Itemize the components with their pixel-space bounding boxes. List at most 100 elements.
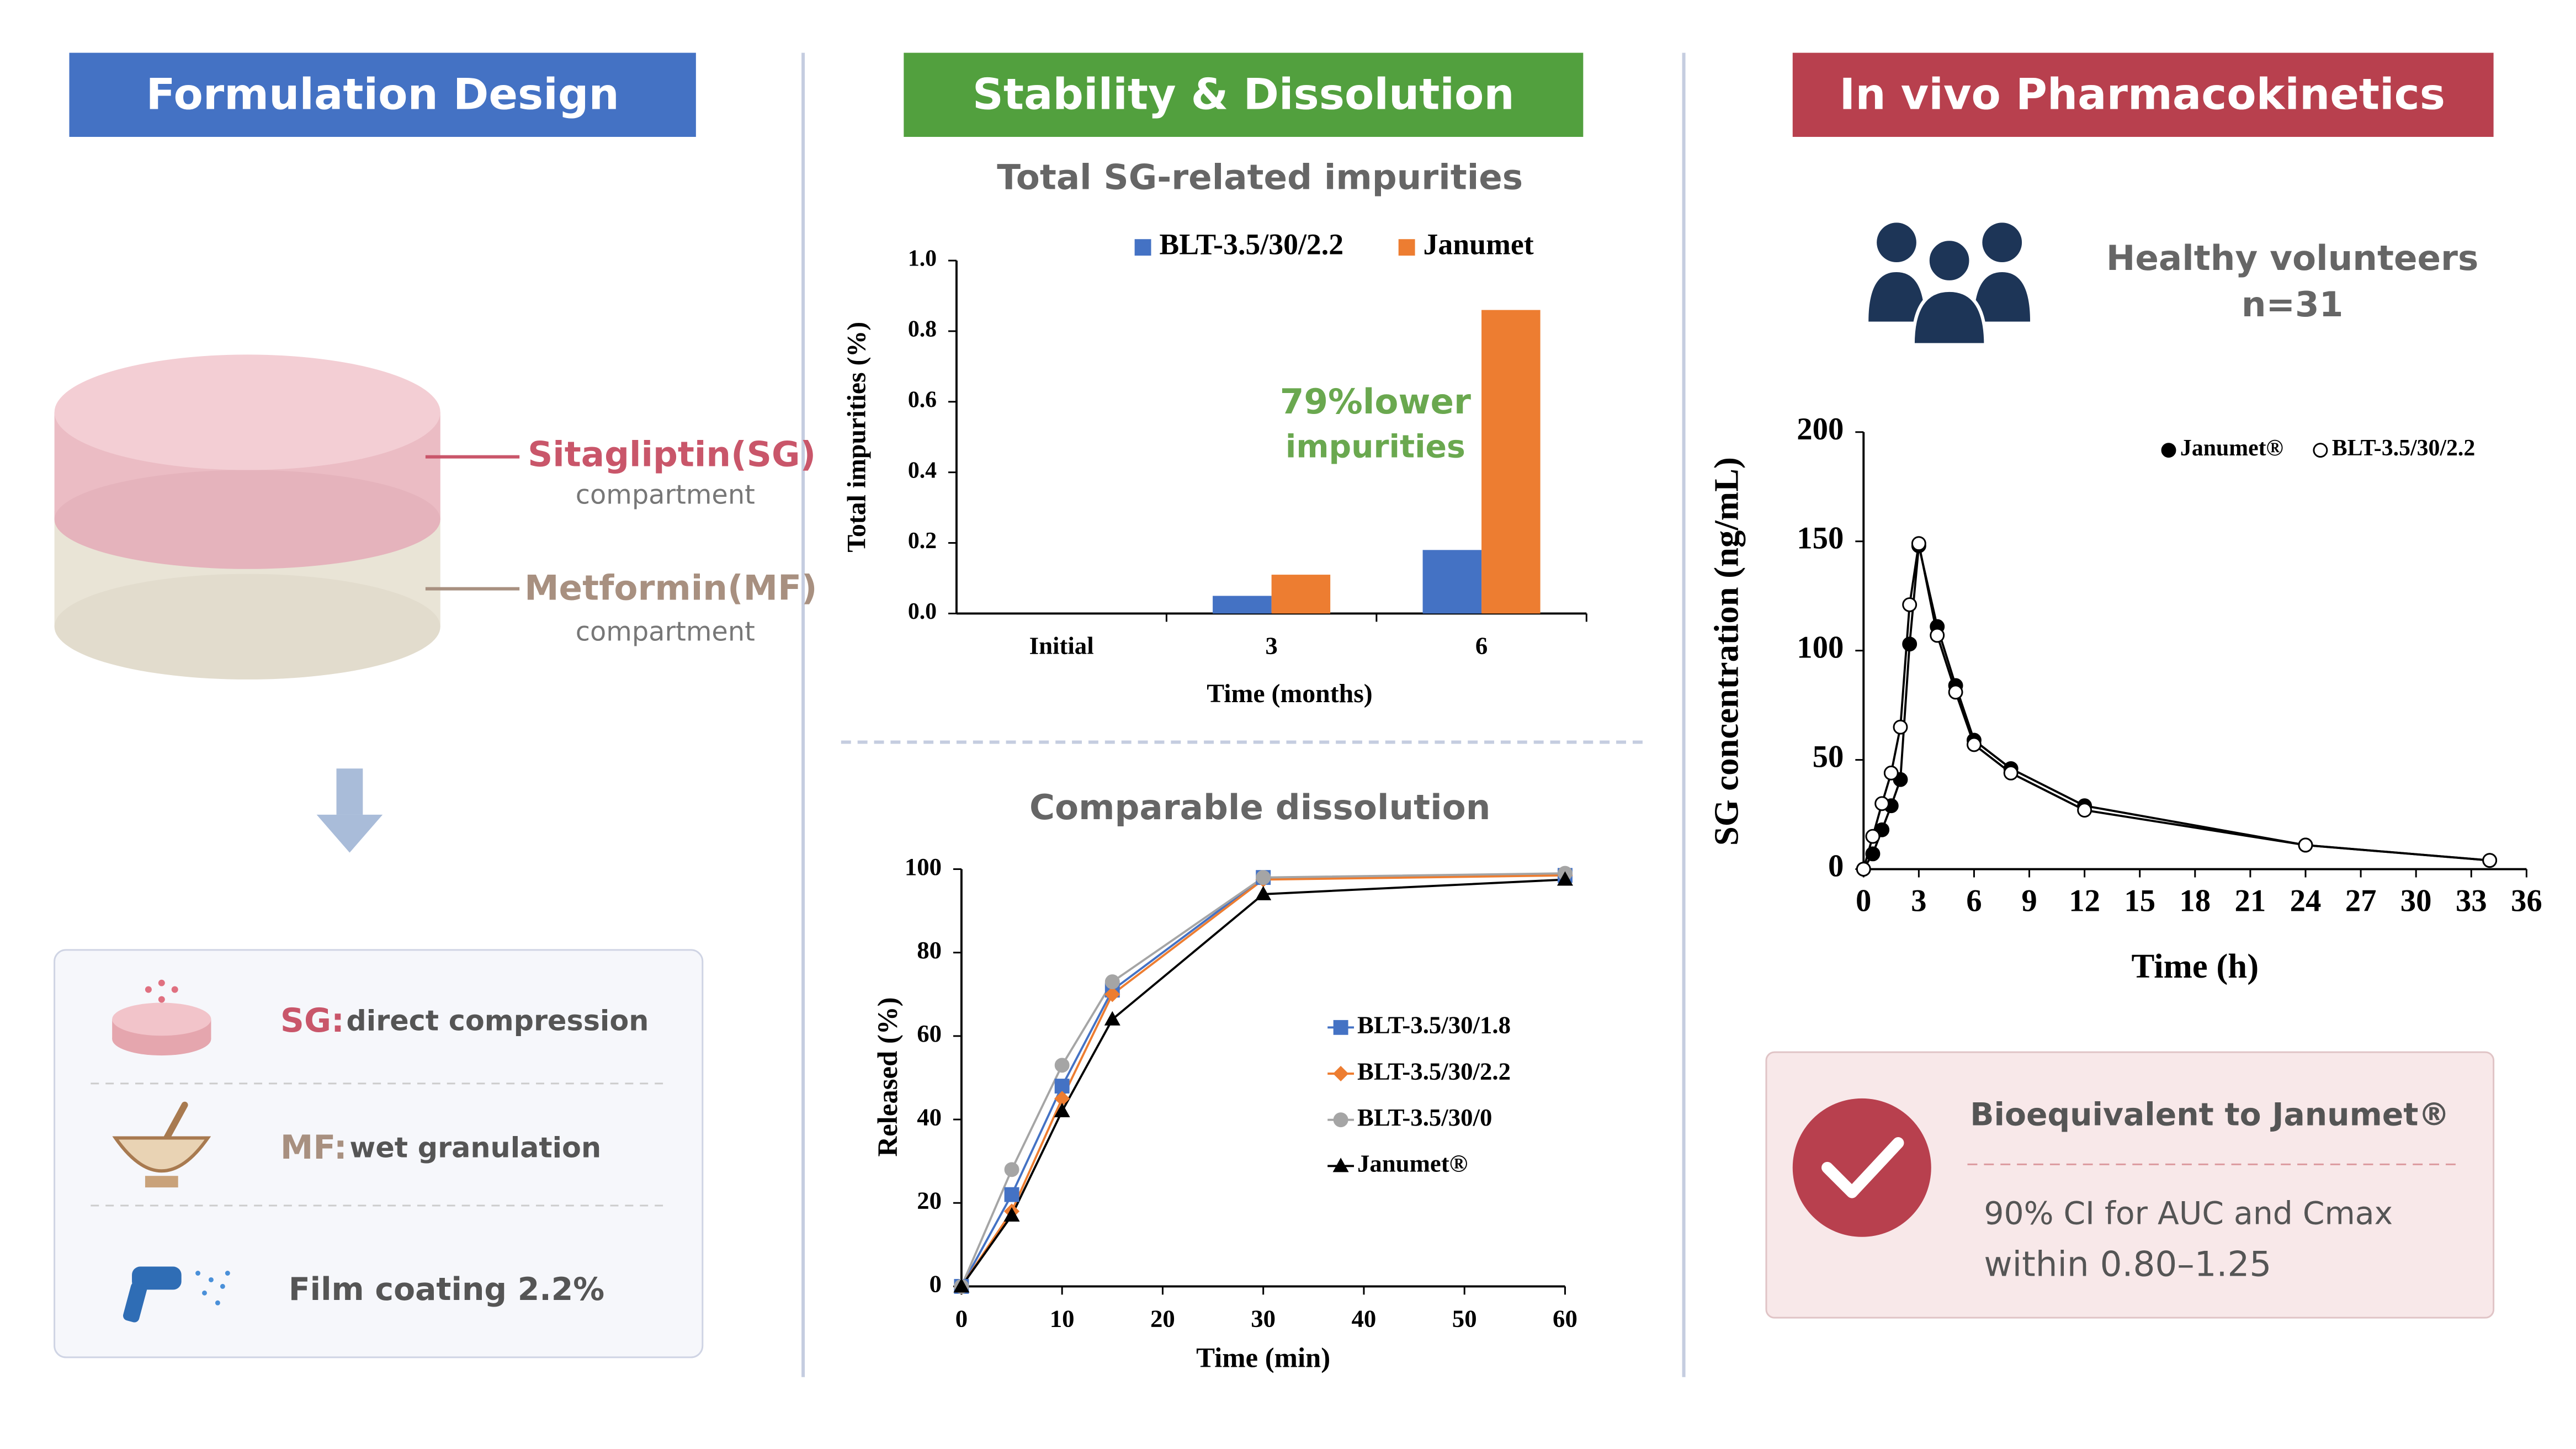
legend-label: BLT-3.5/30/2.2 [1159,228,1343,261]
marker [1004,1162,1019,1177]
sample-size: n=31 [2242,284,2344,325]
x-axis-label: Time (h) [2132,947,2259,985]
marker [2003,765,2019,781]
compartment-label: Metformin(MF) [524,568,817,608]
x-tick-label: Initial [1029,631,1094,659]
legend-label: BLT-3.5/30/2.2 [2332,436,2476,461]
marker [1104,986,1120,1002]
check-icon [1792,1098,1931,1237]
header-box [1792,52,2494,137]
marker [1333,1112,1348,1128]
marker [1930,628,1945,643]
legend-swatch [1134,239,1151,256]
y-tick-label: 0.2 [908,528,937,554]
y-axis-label: Total impurities (%) [842,322,872,553]
x-tick-label: 3 [1911,883,1926,918]
x-tick-label: 30 [1251,1304,1276,1332]
y-tick-label: 0 [930,1270,942,1298]
y-tick-label: 200 [1797,412,1844,447]
marker [1054,1058,1070,1073]
bar [1271,575,1331,614]
marker [953,1278,970,1293]
marker [1902,597,1918,612]
x-tick-label: 0 [955,1304,968,1332]
volunteers: Healthy volunteers [2106,238,2478,278]
step-text: wet granulation [349,1131,601,1164]
marker [1911,536,1926,551]
x-tick-label: 21 [2235,883,2266,918]
steps-box [54,949,704,1358]
x-tick-label: 15 [2124,883,2155,918]
legend-label: BLT-3.5/30/0 [1357,1103,1492,1131]
panel-title: Stability & Dissolution [973,70,1515,120]
marker [1893,719,1908,735]
x-axis-label: Time (months) [1207,679,1373,708]
x-tick-label: 6 [1475,631,1488,659]
y-axis-label: Released (%) [872,997,903,1156]
marker [1104,1011,1120,1026]
marker [1004,1187,1019,1202]
marker [2161,443,2176,458]
x-tick-label: 24 [2290,883,2322,918]
marker [2313,443,2328,458]
chart-title: Comparable dissolution [1029,787,1490,827]
y-tick-label: 80 [917,936,942,964]
y-tick-label: 150 [1797,521,1844,556]
x-tick-label: 0 [1856,883,1871,918]
x-axis-label: Time (min) [1196,1342,1330,1373]
x-tick-label: 9 [2021,883,2037,918]
compression-icon [112,979,211,1056]
marker [2482,853,2498,868]
check-mark [1821,1137,1904,1198]
marker [2077,803,2092,818]
mortar-icon [112,1101,211,1188]
marker [1856,862,1871,877]
series-line [960,872,1565,1287]
conclusion: Bioequivalent to Janumet® [1970,1096,2450,1133]
marker [1865,829,1881,844]
people-icon [1868,222,2031,347]
x-tick-label: 18 [2179,883,2211,918]
y-tick-label: 0.6 [908,387,937,412]
conclusion-box [1765,1051,2495,1319]
y-tick-label: 0.8 [908,317,937,342]
y-tick-label: 1.0 [908,246,937,272]
marker [1003,1207,1020,1222]
x-tick-label: 50 [1452,1304,1477,1332]
x-tick-label: 27 [2345,883,2377,918]
compartment-label: Sitagliptin(SG) [528,434,816,475]
x-tick-label: 36 [2511,883,2542,918]
compartment-sub: compartment [576,617,755,647]
series-line [960,874,1565,1287]
legend-swatch [1398,239,1415,256]
y-tick-label: 0 [1828,849,1844,884]
marker [1333,1020,1348,1035]
y-axis-label: SG concentration (ng/mL) [1707,457,1746,846]
y-tick-label: 50 [1813,740,1844,774]
panel-title: Formulation Design [146,70,619,120]
step-prefix: MF: [280,1129,347,1167]
marker [1865,846,1881,862]
x-tick-label: 10 [1050,1304,1075,1332]
marker [2298,837,2313,853]
marker [1104,974,1120,990]
x-tick-label: 3 [1265,631,1277,659]
y-tick-label: 60 [917,1020,942,1047]
marker [1883,765,1899,781]
legend-label: Janumet [1424,228,1534,261]
x-tick-label: 6 [1966,883,1982,918]
spray-icon [123,1266,230,1323]
legend-label: BLT-3.5/30/2.2 [1357,1057,1511,1085]
x-tick-label: 60 [1553,1304,1578,1332]
series-line [960,878,1565,1287]
marker [1255,885,1272,900]
marker [1557,871,1573,886]
y-tick-label: 0.4 [908,458,937,483]
down-arrow [316,768,383,853]
marker [1054,1102,1070,1117]
bar [1213,596,1272,614]
ci-text: 90% CI for AUC and Cmax [1984,1196,2393,1232]
header-box [904,52,1584,137]
